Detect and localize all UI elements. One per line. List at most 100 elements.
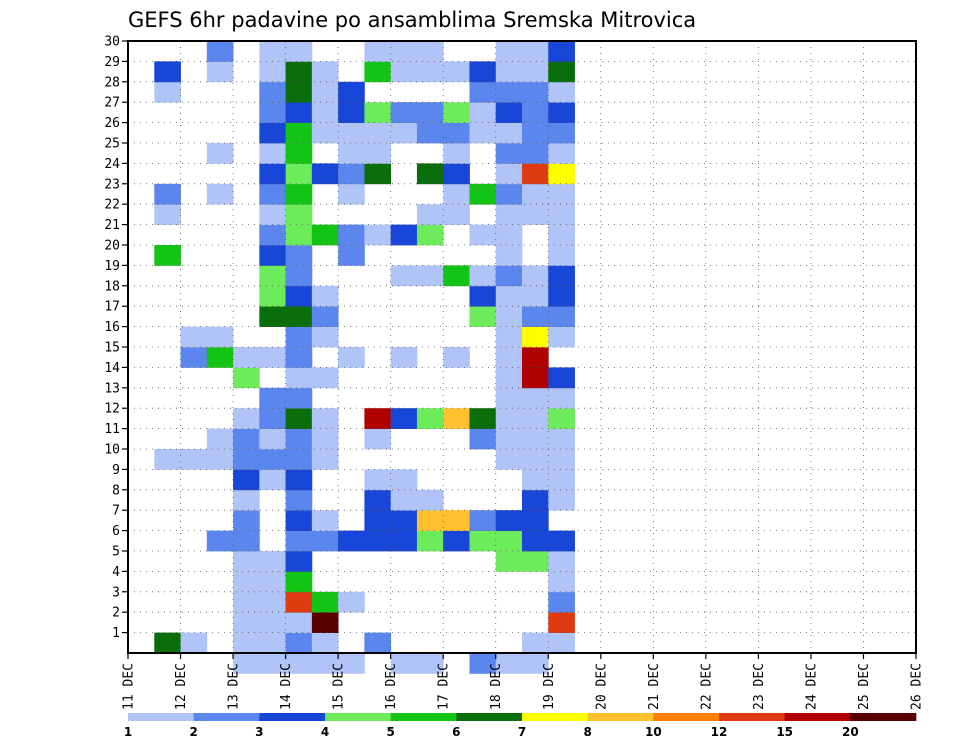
heatmap-cell [259, 143, 286, 164]
heatmap-cell [443, 102, 470, 123]
heatmap-cell [495, 408, 523, 429]
heatmap-cell [206, 530, 234, 552]
heatmap-cell [548, 163, 575, 185]
heatmap-cell [285, 143, 313, 164]
heatmap-cell [443, 204, 470, 225]
heatmap-cell [390, 102, 418, 123]
heatmap-cell [548, 224, 575, 246]
heatmap-cell [548, 489, 575, 511]
heatmap-cell [233, 367, 260, 389]
heatmap-cell [259, 41, 286, 62]
heatmap-cell [522, 428, 549, 450]
heatmap-cell [311, 591, 339, 613]
heatmap-cell [495, 41, 523, 62]
heatmap-cell [548, 469, 575, 491]
heatmap-cell [390, 61, 418, 83]
heatmap-cell [495, 551, 523, 572]
x-tick-label: 26 DEC [910, 663, 925, 710]
x-tick-label: 21 DEC [647, 663, 662, 710]
heatmap-cell [548, 265, 575, 287]
heatmap-cell [285, 163, 313, 185]
heatmap-cell [522, 285, 549, 307]
heatmap-cell [285, 61, 313, 83]
heatmap-cell [443, 122, 470, 144]
heatmap-cell [522, 367, 549, 389]
heatmap-cell [495, 102, 523, 123]
heatmap-cell [495, 122, 523, 144]
y-tick-label: 19 [104, 259, 120, 274]
heatmap-cell [154, 245, 181, 266]
heatmap-cell [285, 408, 313, 429]
heatmap-cell [259, 449, 286, 470]
heatmap-cell [469, 408, 497, 429]
heatmap-cell [311, 163, 339, 185]
heatmap-cell [311, 510, 339, 531]
colorbar-label: 8 [583, 725, 591, 739]
y-tick-label: 9 [112, 463, 120, 478]
heatmap-cell [259, 469, 286, 491]
heatmap-cell [522, 632, 549, 654]
colorbar-label: 7 [518, 725, 526, 739]
heatmap-cell [364, 122, 392, 144]
heatmap-cell [259, 408, 286, 429]
heatmap-cell [522, 163, 549, 185]
heatmap-cell [285, 653, 313, 674]
heatmap-cell [443, 530, 470, 552]
y-tick-label: 14 [104, 361, 120, 376]
y-tick-label: 8 [112, 483, 120, 498]
heatmap-cell [495, 143, 523, 164]
colorbar-swatch [456, 713, 523, 721]
y-tick-label: 1 [112, 626, 120, 641]
heatmap-cell [285, 632, 313, 654]
colorbar-label: 5 [386, 725, 394, 739]
heatmap-cell [443, 265, 470, 287]
heatmap-cell [364, 530, 392, 552]
y-tick-label: 20 [104, 239, 120, 254]
heatmap-cell [495, 530, 523, 552]
y-tick-label: 23 [104, 177, 120, 192]
x-tick-label: 16 DEC [384, 663, 399, 710]
heatmap-cell [522, 204, 549, 225]
heatmap-cell [285, 224, 313, 246]
heatmap-cell [285, 347, 313, 368]
heatmap-cell [522, 530, 549, 552]
colorbar-label: 3 [255, 725, 263, 739]
heatmap-cell [390, 41, 418, 62]
heatmap-cell [495, 510, 523, 531]
y-tick-label: 30 [104, 35, 120, 50]
heatmap-cell [495, 449, 523, 470]
heatmap-cell [259, 245, 286, 266]
heatmap-cell [522, 347, 549, 368]
heatmap-cell [390, 469, 418, 491]
heatmap-cell [390, 224, 418, 246]
heatmap-cell [154, 61, 181, 83]
heatmap-cell [495, 245, 523, 266]
heatmap-cell [416, 408, 444, 429]
y-tick-label: 7 [112, 504, 120, 519]
heatmap-cell [259, 551, 286, 572]
heatmap-cell [522, 265, 549, 287]
heatmap-cell [495, 204, 523, 225]
heatmap-cell [206, 143, 234, 164]
heatmap-cell [154, 81, 181, 103]
heatmap-cell [259, 183, 286, 205]
heatmap-cell [259, 224, 286, 246]
heatmap-cell [443, 408, 470, 429]
heatmap-cell [495, 387, 523, 409]
heatmap-cell [338, 143, 365, 164]
heatmap-cell [285, 469, 313, 491]
heatmap-cell [495, 326, 523, 348]
colorbar-swatch [193, 713, 260, 721]
y-tick-label: 3 [112, 585, 120, 600]
heatmap-cell [311, 408, 339, 429]
heatmap-cell [259, 653, 286, 674]
y-tick-label: 28 [104, 75, 120, 90]
heatmap-cell [338, 653, 365, 674]
heatmap-cell [311, 428, 339, 450]
heatmap-cell [285, 265, 313, 287]
heatmap-cell [548, 428, 575, 450]
heatmap-cell [259, 265, 286, 287]
heatmap-cell [469, 81, 497, 103]
y-tick-label: 2 [112, 606, 120, 621]
y-tick-label: 29 [104, 55, 120, 70]
